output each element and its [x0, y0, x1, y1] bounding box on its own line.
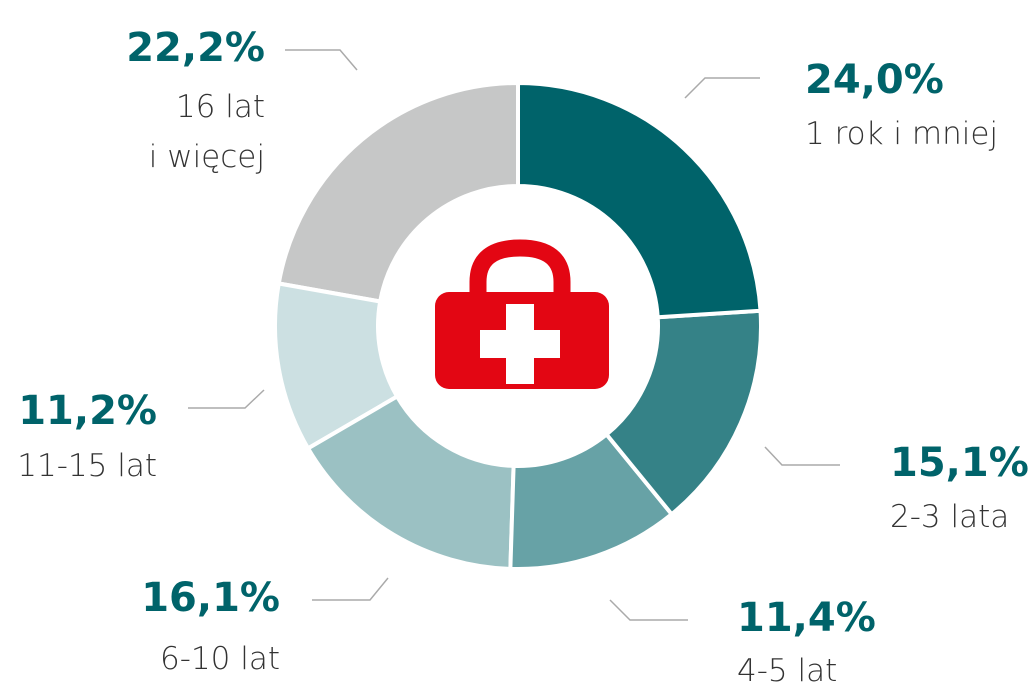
category-label: 2-3 lata: [890, 499, 1009, 535]
value-label: 11,2%: [18, 388, 157, 434]
donut-segment: [508, 431, 675, 571]
leader-line: [188, 389, 265, 409]
category-label: 11-15 lat: [17, 448, 157, 484]
category-label: 16 lat i więcej: [149, 89, 265, 175]
value-label: 15,1%: [890, 440, 1028, 486]
value-label: 11,4%: [737, 595, 876, 641]
value-label: 16,1%: [141, 575, 280, 621]
first-aid-icon: [435, 239, 609, 389]
category-label: 6-10 lat: [160, 641, 280, 677]
donut-segment: [305, 393, 516, 571]
value-label: 24,0%: [805, 57, 944, 103]
donut-segment: [276, 80, 520, 304]
leader-line: [764, 446, 840, 466]
donut-segment: [273, 281, 400, 452]
category-label: 4-5 lat: [737, 653, 837, 689]
leader-line: [684, 77, 760, 99]
leader-line: [609, 599, 688, 621]
leader-line: [312, 577, 389, 601]
value-label: 22,2%: [126, 25, 265, 71]
leader-line: [285, 49, 358, 71]
donut-segment: [516, 80, 763, 320]
category-label: 1 rok i mniej: [805, 116, 998, 152]
donut-segment: [603, 308, 763, 518]
